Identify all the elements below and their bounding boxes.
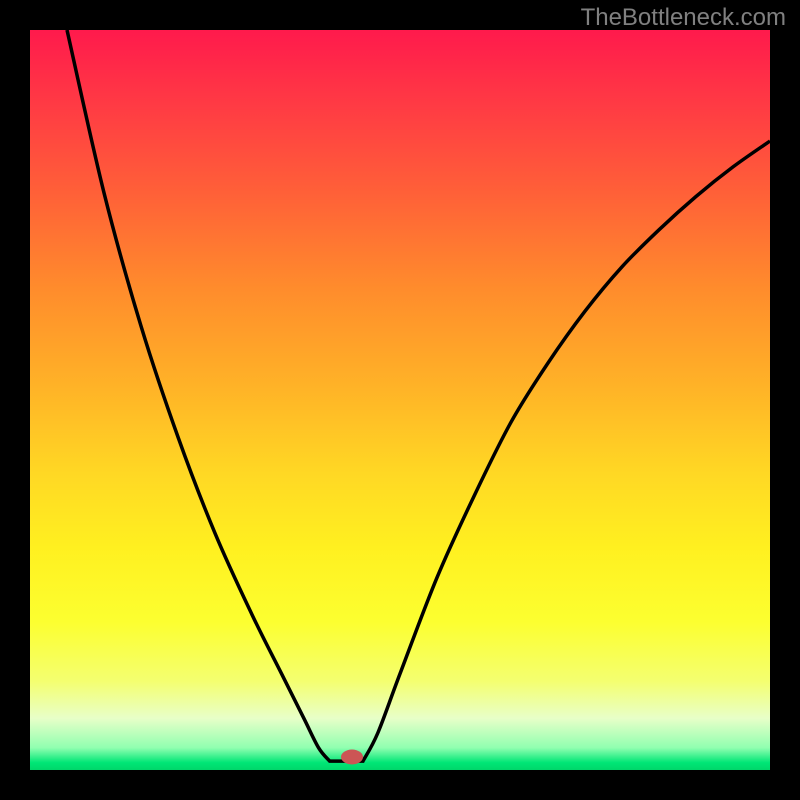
bottleneck-curve: [30, 30, 770, 770]
watermark-text: TheBottleneck.com: [581, 4, 786, 32]
bottleneck-chart: [30, 30, 770, 770]
optimum-marker: [341, 749, 363, 764]
